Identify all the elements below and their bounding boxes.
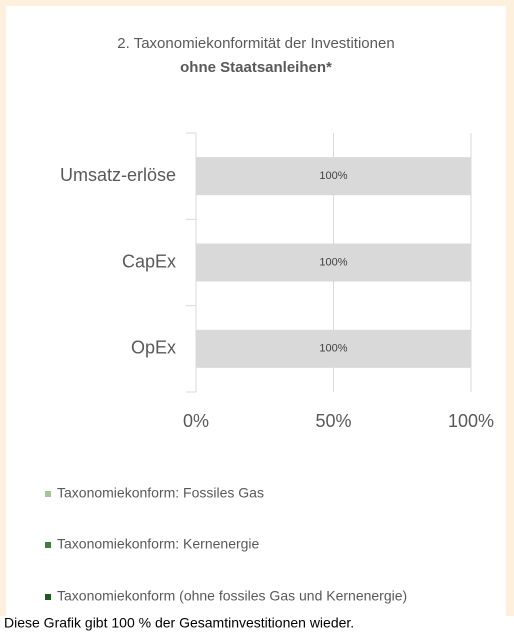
bar-segment: [196, 329, 471, 368]
data-label: 100%: [319, 343, 347, 355]
legend-swatch: [45, 542, 51, 548]
note: Diese Grafik gibt 100 % der Gesamtinvest…: [4, 615, 354, 631]
data-label: 100%: [319, 256, 347, 268]
legend-label: Taxonomiekonform: Fossiles Gas: [57, 485, 264, 501]
legend-swatch: [45, 594, 51, 600]
y-tick-label: CapEx: [122, 251, 176, 271]
data-label: 100%: [319, 170, 347, 182]
x-tick-label: 0%: [183, 411, 209, 431]
bar-segment: [196, 157, 471, 196]
note-background: [0, 616, 514, 632]
legend-swatch: [45, 491, 51, 497]
legend-label: Taxonomiekonform (ohne fossiles Gas und …: [57, 588, 407, 604]
bar-segment: [196, 243, 471, 282]
chart-title: 2. Taxonomiekonformität der Investitione…: [117, 35, 394, 52]
x-tick-label: 50%: [315, 411, 351, 431]
y-tick-label: OpEx: [131, 338, 176, 358]
chart-panel: [6, 6, 506, 624]
y-tick-label: Umsatz-erlöse: [60, 165, 176, 185]
legend-label: Taxonomiekonform: Kernenergie: [57, 536, 260, 552]
x-tick-label: 100%: [448, 411, 494, 431]
chart-subtitle: ohne Staatsanleihen*: [180, 59, 332, 76]
